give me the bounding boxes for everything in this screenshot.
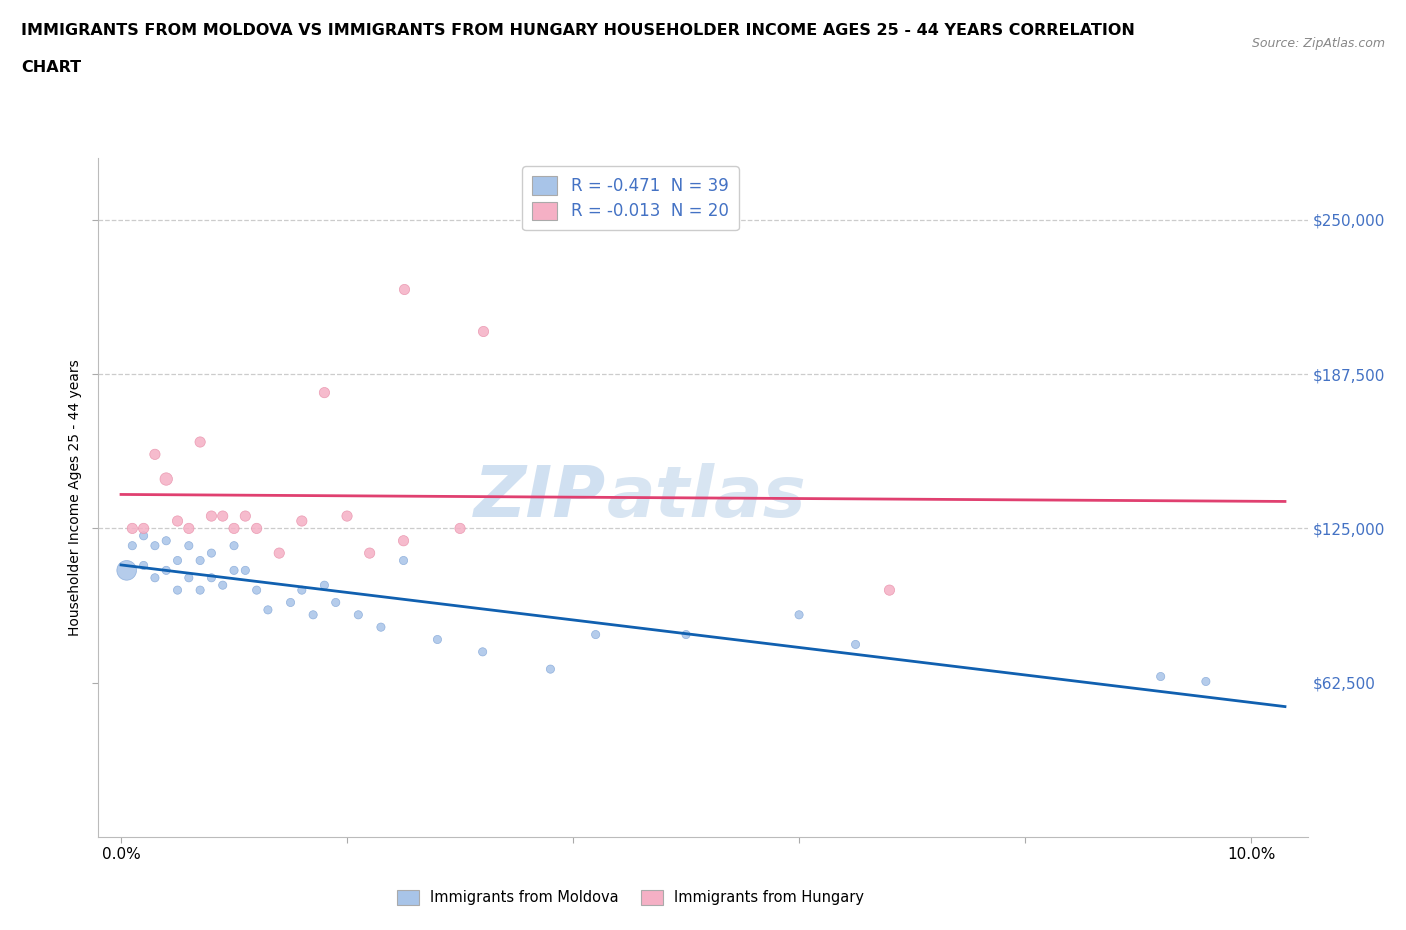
Point xyxy=(211,578,233,592)
Point xyxy=(1150,669,1173,684)
Point xyxy=(392,533,415,548)
Point xyxy=(336,509,359,524)
Point xyxy=(359,546,381,561)
Point xyxy=(132,558,155,573)
Point xyxy=(188,583,211,598)
Point xyxy=(426,632,449,647)
Text: atlas: atlas xyxy=(606,463,806,532)
Point xyxy=(269,546,291,561)
Point xyxy=(538,661,561,676)
Point xyxy=(143,538,166,553)
Point xyxy=(845,637,868,652)
Point xyxy=(222,563,245,578)
Point xyxy=(233,563,256,578)
Point xyxy=(143,570,166,585)
Point xyxy=(166,553,188,568)
Point xyxy=(211,509,233,524)
Point xyxy=(246,583,269,598)
Point xyxy=(449,521,471,536)
Point xyxy=(200,546,222,561)
Point xyxy=(471,644,494,659)
Point xyxy=(233,509,256,524)
Point xyxy=(291,513,314,528)
Point xyxy=(370,619,392,634)
Point xyxy=(257,603,280,618)
Point xyxy=(132,528,155,543)
Point xyxy=(155,563,177,578)
Point xyxy=(392,282,415,297)
Point xyxy=(325,595,347,610)
Point xyxy=(314,578,336,592)
Point xyxy=(121,521,143,536)
Point xyxy=(787,607,810,622)
Y-axis label: Householder Income Ages 25 - 44 years: Householder Income Ages 25 - 44 years xyxy=(67,359,82,636)
Point xyxy=(166,583,188,598)
Point xyxy=(347,607,370,622)
Point xyxy=(471,324,494,339)
Point xyxy=(200,570,222,585)
Point xyxy=(188,553,211,568)
Point xyxy=(392,553,415,568)
Point xyxy=(222,538,245,553)
Text: Source: ZipAtlas.com: Source: ZipAtlas.com xyxy=(1251,37,1385,50)
Point xyxy=(177,570,200,585)
Point xyxy=(155,533,177,548)
Point xyxy=(200,509,222,524)
Point xyxy=(585,627,607,642)
Point xyxy=(222,521,245,536)
Point xyxy=(143,447,166,462)
Point xyxy=(188,434,211,449)
Point xyxy=(879,583,901,598)
Point xyxy=(115,563,138,578)
Point xyxy=(675,627,697,642)
Point xyxy=(1195,674,1218,689)
Point xyxy=(291,583,314,598)
Text: IMMIGRANTS FROM MOLDOVA VS IMMIGRANTS FROM HUNGARY HOUSEHOLDER INCOME AGES 25 - : IMMIGRANTS FROM MOLDOVA VS IMMIGRANTS FR… xyxy=(21,23,1135,38)
Point xyxy=(246,521,269,536)
Point xyxy=(132,521,155,536)
Legend: Immigrants from Moldova, Immigrants from Hungary: Immigrants from Moldova, Immigrants from… xyxy=(391,884,870,911)
Point xyxy=(280,595,302,610)
Point xyxy=(314,385,336,400)
Point xyxy=(121,538,143,553)
Point xyxy=(155,472,177,486)
Text: CHART: CHART xyxy=(21,60,82,75)
Point xyxy=(177,521,200,536)
Point xyxy=(177,538,200,553)
Point xyxy=(302,607,325,622)
Point xyxy=(166,513,188,528)
Text: ZIP: ZIP xyxy=(474,463,606,532)
